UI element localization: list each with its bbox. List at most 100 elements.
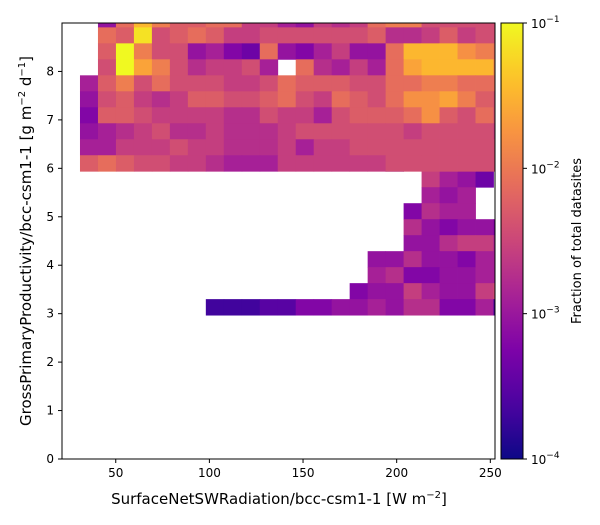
heatmap-cell [385,267,405,284]
heatmap-cell [115,23,135,28]
heatmap-cell [475,23,494,28]
heatmap-cell [439,299,458,316]
y-tick-label: 2 [46,355,54,369]
heatmap-cell [331,91,351,108]
heatmap-cell [403,23,422,28]
heatmap-cell [259,27,279,44]
heatmap-cell [385,75,405,92]
heatmap-cell [439,91,458,108]
heatmap-cell [403,267,422,284]
colorbar-tick-exponent: −3 [546,306,559,316]
heatmap-cell [493,267,496,284]
heatmap-cell [187,139,207,156]
heatmap-cell [367,139,387,156]
x-tick-label: 250 [479,466,502,480]
heatmap-cell [421,203,440,220]
heatmap-cell [403,75,422,92]
heatmap-cell [115,43,135,60]
colorbar-tick-label: 10−4 [531,451,560,467]
heatmap-cell [169,23,189,28]
heatmap-cell [349,91,369,108]
y-axis-label-end: ] [17,56,35,62]
heatmap-cell [385,251,405,268]
heatmap-cell [259,123,279,140]
heatmap-cell [493,27,496,44]
heatmap-cell [169,91,189,108]
heatmap-cell [205,43,225,60]
heatmap-cell [259,43,279,60]
heatmap-cell [277,75,297,92]
heatmap-cell [403,139,422,156]
heatmap-cell [403,219,422,236]
heatmap-cell [367,43,387,60]
heatmap-cell [403,283,422,300]
heatmap-cell [349,59,369,76]
heatmap-cell [331,139,351,156]
heatmap-cell [403,155,422,172]
heatmap-cell [97,107,117,124]
heatmap-cell [97,23,117,28]
heatmap-cell [367,23,387,28]
heatmap-cell [475,171,494,188]
heatmap-cell [259,107,279,124]
heatmap-cell [475,43,494,60]
heatmap-cell [403,27,422,44]
heatmap-cell [475,299,494,316]
x-tick-label: 150 [292,466,315,480]
heatmap-cell [349,139,369,156]
heatmap-cell [493,283,496,300]
heatmap-cell [385,155,405,172]
heatmap-cell [259,75,279,92]
heatmap-cell [277,23,297,28]
heatmap-cell [79,155,99,172]
heatmap-cell [349,283,369,300]
heatmap-cell [277,27,297,44]
heatmap-cell [457,203,476,220]
heatmap-cell [367,91,387,108]
heatmap-cell [439,107,458,124]
heatmap-cell [277,91,297,108]
heatmap-cell [133,107,153,124]
heatmap-cell [187,155,207,172]
heatmap-cell [295,123,315,140]
heatmap-cell [205,27,225,44]
colorbar-label: Fraction of total datasites [570,158,585,324]
heatmap-cell [151,123,171,140]
x-tick-label: 50 [108,466,123,480]
heatmap-cell [313,23,333,28]
y-tick-label: 5 [46,210,54,224]
heatmap-cell [277,299,297,316]
heatmap-cell [313,43,333,60]
heatmap-cell [403,299,422,316]
heatmap-cell [223,155,243,172]
heatmap-cell [385,299,405,316]
heatmap-cell [349,107,369,124]
heatmap-cell [313,75,333,92]
y-axis-label-main: GrossPrimaryProductivity/bcc-csm1-1 [g m [17,106,35,426]
plot-frame [61,22,496,460]
heatmap-cell [493,155,496,172]
heatmap-cell [277,123,297,140]
heatmap-cell [151,155,171,172]
heatmap-cell [97,75,117,92]
heatmap-cell [367,107,387,124]
heatmap-cell [241,75,261,92]
heatmap-cell [259,155,279,172]
heatmap-cell [475,107,494,124]
heatmap-cell [151,23,171,28]
heatmap-cell [493,23,496,28]
heatmap-cell [205,91,225,108]
heatmap-cell [115,139,135,156]
heatmap-cell [421,283,440,300]
heatmap-cell [493,59,496,76]
heatmap-cells [79,23,496,316]
heatmap-cell [475,123,494,140]
heatmap-cell [295,91,315,108]
heatmap-cell [205,155,225,172]
heatmap-cell [385,23,405,28]
heatmap-cell [133,91,153,108]
heatmap-cell [97,27,117,44]
heatmap-cell [493,251,496,268]
heatmap-cell [421,187,440,204]
heatmap-cell [349,155,369,172]
